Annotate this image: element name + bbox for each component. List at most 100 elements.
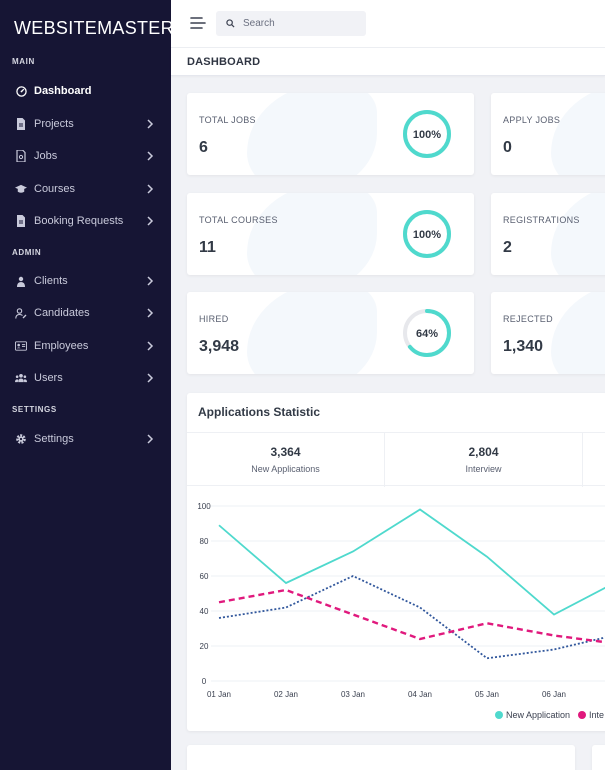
legend-item-interview[interactable]: Inte [578,710,604,720]
progress-ring-fill [403,309,451,357]
progress-ring-label: 64% [416,328,438,340]
document-icon [15,118,27,130]
stat-value: 3,948 [199,338,240,355]
section-label-admin: ADMIN [12,248,42,257]
graduation-cap-icon [15,183,27,195]
section-label-main: MAIN [12,57,35,66]
stat-card-hired: HIRED 3,948 64% [187,292,474,374]
stat-label: REJECTED [503,314,553,324]
summary-label: New Applications [251,464,320,474]
stat-value: 1,340 [503,338,544,355]
sidebar-item-projects[interactable]: Projects [0,111,171,137]
bottom-card-left [187,745,575,770]
y-tick-label: 80 [200,537,209,546]
stat-label: TOTAL JOBS [199,115,256,125]
sidebar-item-label: Clients [34,275,68,287]
sidebar-item-clients[interactable]: Clients [0,268,171,294]
page-header: DASHBOARD [171,48,605,76]
x-tick-label: 04 Jan [408,690,432,699]
y-tick-label: 40 [200,607,209,616]
bottom-card-right [592,745,605,770]
sidebar-item-jobs[interactable]: Jobs [0,143,171,169]
applications-statistic-card: Applications Statistic 3,364 New Applica… [187,393,605,731]
summary-value: 2,804 [468,445,499,459]
applications-line-chart: 0 20 40 60 80 100 01 Jan 02 Jan 03 Jan 04 Jan 05 J… [197,502,605,699]
legend-dot [495,711,503,719]
x-tick-label: 05 Jan [475,690,499,699]
x-tick-label: 02 Jan [274,690,298,699]
chevron-right-icon [147,184,154,194]
stat-card-apply-jobs: APPLY JOBS 0 [491,93,605,175]
progress-ring: 64% [403,309,451,357]
stat-card-registrations: REGISTRATIONS 2 [491,193,605,275]
stat-card-total-jobs: TOTAL JOBS 6 100% [187,93,474,175]
page-title: DASHBOARD [187,55,261,68]
summary-interview: 2,804 Interview [385,433,583,487]
progress-ring: 100% [403,210,451,258]
chevron-right-icon [147,119,154,129]
card-decoration [551,292,605,374]
chevron-right-icon [147,341,154,351]
legend-label: Inte [589,710,605,720]
sidebar-item-label: Dashboard [34,85,92,97]
stat-label: REGISTRATIONS [503,215,580,225]
chart-legend: New Application Inte [495,710,605,720]
y-tick-label: 20 [200,642,209,651]
sidebar-item-settings[interactable]: Settings [0,426,171,452]
gear-icon [15,433,27,445]
card-decoration [247,292,377,374]
sidebar-item-label: Settings [34,433,74,445]
series-line-new-application [218,508,605,616]
progress-ring-label: 100% [413,229,441,241]
sidebar-item-booking-requests[interactable]: Booking Requests [0,208,171,234]
summary-value: 3,364 [270,445,301,459]
chevron-right-icon [147,216,154,226]
sidebar-item-users[interactable]: Users [0,365,171,391]
sidebar-item-label: Booking Requests [34,215,124,227]
user-edit-icon [15,307,27,319]
stat-card-rejected: REJECTED 1,340 [491,292,605,374]
chevron-right-icon [147,151,154,161]
legend-dot [578,711,587,719]
section-label-settings: SETTINGS [12,405,57,414]
sidebar: WEBSITEMASTER MAIN Dashboard Projects Jo… [0,0,174,770]
stat-label: APPLY JOBS [503,115,561,125]
card-decoration [247,193,377,275]
users-icon [15,372,27,384]
summary-new-applications: 3,364 New Applications [187,433,385,487]
sidebar-item-candidates[interactable]: Candidates [0,300,171,326]
summary-label: Interview [465,464,502,474]
x-tick-label: 03 Jan [341,690,365,699]
sidebar-item-label: Jobs [34,150,58,162]
stat-value: 11 [199,239,216,256]
y-tick-label: 60 [200,572,209,581]
file-search-icon [15,150,27,162]
sidebar-item-label: Projects [34,118,74,130]
search-icon [226,19,235,28]
series-line-interview [218,588,605,644]
menu-toggle-icon[interactable] [190,16,206,30]
chevron-right-icon [147,308,154,318]
progress-ring-fill [403,110,451,158]
applications-summary: 3,364 New Applications 2,804 Interview [187,432,605,487]
stat-value: 2 [503,239,512,256]
stat-value: 6 [199,139,208,156]
sidebar-item-label: Employees [34,340,89,352]
legend-item-new-application[interactable]: New Application [495,710,570,720]
legend-label: New Application [506,710,571,720]
sidebar-item-dashboard[interactable]: Dashboard [0,78,171,104]
brand-logo: WEBSITEMASTER [14,18,174,38]
gauge-icon [15,85,27,97]
search-box[interactable] [216,11,366,36]
sidebar-item-employees[interactable]: Employees [0,333,171,359]
card-title: Applications Statistic [198,405,321,419]
chevron-right-icon [147,373,154,383]
sidebar-item-label: Candidates [34,307,90,319]
sidebar-item-label: Users [34,372,63,384]
y-tick-label: 100 [197,502,211,511]
stat-value: 0 [503,139,512,156]
search-input[interactable] [243,18,353,29]
user-tie-icon [15,275,27,287]
sidebar-item-courses[interactable]: Courses [0,176,171,202]
stat-label: TOTAL COURSES [199,215,278,225]
